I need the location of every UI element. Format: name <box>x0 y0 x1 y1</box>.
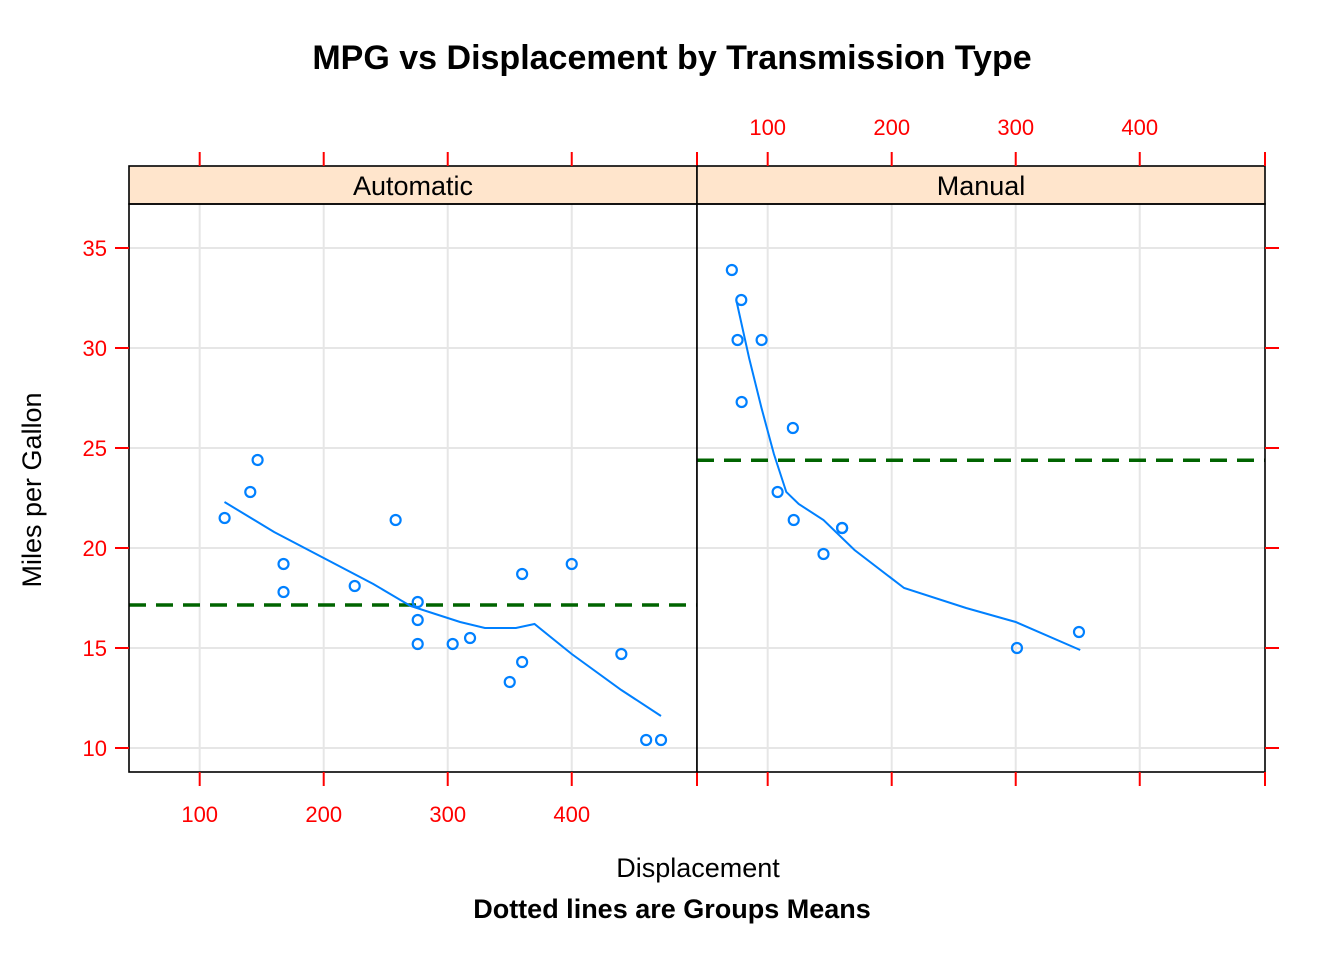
data-point <box>640 733 653 747</box>
data-point <box>735 293 748 307</box>
x-tick-label: 300 <box>997 115 1034 140</box>
data-point <box>771 485 784 499</box>
y-tick-label: 15 <box>83 636 107 661</box>
data-point <box>244 485 257 499</box>
data-point <box>277 585 290 599</box>
data-point <box>1072 625 1086 639</box>
x-tick-label: 200 <box>873 115 910 140</box>
y-tick-label: 10 <box>83 736 107 761</box>
chart-subtitle: Dotted lines are Groups Means <box>473 894 871 924</box>
y-axis-label: Miles per Gallon <box>17 392 47 587</box>
y-axis: 10 15 20 25 30 35 <box>83 236 1279 761</box>
x-tick-label: 100 <box>749 115 786 140</box>
smooth-line <box>223 501 662 717</box>
data-point <box>411 637 424 651</box>
smooth-line <box>735 301 1081 651</box>
y-tick-label: 35 <box>83 236 107 261</box>
data-point <box>725 263 738 277</box>
x-tick-label: 300 <box>429 802 466 827</box>
strip-label-automatic: Automatic <box>353 171 473 201</box>
data-point <box>446 637 459 651</box>
x-tick-label: 400 <box>1121 115 1158 140</box>
data-point <box>615 647 628 661</box>
panel-background <box>697 204 1265 772</box>
data-point <box>516 655 529 669</box>
x-axis-label: Displacement <box>616 853 780 883</box>
data-point <box>654 733 668 747</box>
x-tick-label: 100 <box>181 802 218 827</box>
y-tick-label: 20 <box>83 536 107 561</box>
data-point <box>463 631 477 645</box>
data-point <box>565 557 578 571</box>
data-point <box>735 395 748 409</box>
data-point <box>218 511 231 525</box>
x-axis-automatic: 100 200 300 400 <box>181 152 698 827</box>
x-tick-label: 400 <box>553 802 590 827</box>
data-point <box>817 547 830 561</box>
data-point <box>503 675 516 689</box>
chart-title: MPG vs Displacement by Transmission Type <box>312 39 1031 77</box>
y-tick-label: 30 <box>83 336 107 361</box>
panel-border <box>696 203 1266 773</box>
data-point <box>348 579 361 593</box>
data-point <box>277 557 290 571</box>
data-point <box>786 421 799 435</box>
data-point <box>389 513 402 527</box>
data-point <box>411 613 424 627</box>
panel-automatic: Automatic <box>128 165 698 773</box>
data-point <box>836 521 849 535</box>
x-tick-label: 200 <box>305 802 342 827</box>
panel-manual: Manual <box>696 165 1266 773</box>
data-point <box>251 453 264 467</box>
data-point <box>1010 641 1024 655</box>
strip-label-manual: Manual <box>937 171 1026 201</box>
x-axis-manual: 100 200 300 400 <box>749 115 1266 786</box>
data-point <box>731 333 744 347</box>
data-point <box>411 595 424 609</box>
data-point <box>516 567 529 581</box>
data-point <box>755 333 768 347</box>
strip-manual <box>696 165 1266 205</box>
data-point <box>787 513 800 527</box>
panel-background <box>129 204 697 772</box>
y-tick-label: 25 <box>83 436 107 461</box>
